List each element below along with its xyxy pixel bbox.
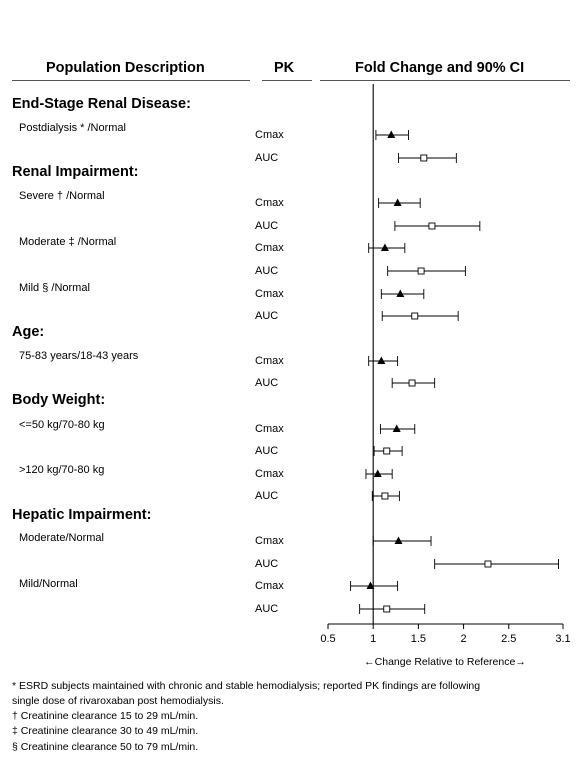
- footnote: ‡ Creatinine clearance 30 to 49 mL/min.: [12, 725, 199, 737]
- subgroup-age: 75-83 years/18-43 years: [19, 350, 139, 362]
- cmax-marker: [377, 356, 386, 364]
- header-rule-fold: [320, 80, 570, 81]
- x-tick-label: 1.5: [411, 633, 426, 645]
- pk-label: Cmax: [255, 355, 284, 367]
- pk-label: Cmax: [255, 242, 284, 254]
- category-esrd: End-Stage Renal Disease:: [12, 96, 191, 112]
- auc-marker: [411, 312, 419, 320]
- footnote: † Creatinine clearance 15 to 29 mL/min.: [12, 710, 199, 722]
- category-body-weight: Body Weight:: [12, 392, 106, 408]
- x-tick-label: 2.5: [501, 633, 516, 645]
- pk-label: Cmax: [255, 197, 284, 209]
- cmax-marker: [387, 130, 396, 138]
- category-renal-impairment: Renal Impairment:: [12, 164, 139, 180]
- cmax-marker: [393, 198, 402, 206]
- forest-plot: 0.5 1 1.5 2 2.5 3.1 ←Change Relative to Refere…: [320, 84, 571, 668]
- header-pk: PK: [274, 60, 295, 76]
- pk-label: AUC: [255, 490, 279, 502]
- category-age: Age:: [12, 324, 45, 340]
- footnote: § Creatinine clearance 50 to 79 mL/min.: [12, 741, 199, 753]
- pk-label: AUC: [255, 603, 279, 615]
- pk-label: AUC: [255, 310, 279, 322]
- auc-marker: [417, 267, 425, 275]
- x-tick-label: 2: [461, 633, 467, 645]
- pk-label: Cmax: [255, 288, 284, 300]
- auc-marker: [420, 154, 428, 162]
- cmax-marker: [380, 243, 389, 251]
- auc-marker: [428, 222, 436, 230]
- pk-label: Cmax: [255, 129, 284, 141]
- subgroup-high-weight: >120 kg/70-80 kg: [19, 464, 105, 476]
- pk-label: AUC: [255, 220, 279, 232]
- x-tick-label: 3.1: [555, 633, 570, 645]
- cmax-marker: [392, 424, 401, 432]
- category-hepatic-impairment: Hepatic Impairment:: [12, 507, 152, 523]
- pk-label: AUC: [255, 152, 279, 164]
- pk-label: AUC: [255, 445, 279, 457]
- header-rule-pk: [262, 80, 312, 81]
- footnote: single dose of rivaroxaban post hemodial…: [12, 695, 224, 707]
- cmax-marker: [394, 536, 403, 544]
- subgroup-moderate-hepatic: Moderate/Normal: [19, 532, 104, 544]
- footnote: * ESRD subjects maintained with chronic …: [12, 680, 481, 692]
- subgroup-moderate-renal: Moderate ‡ /Normal: [19, 236, 117, 248]
- subgroup-mild-hepatic: Mild/Normal: [19, 578, 78, 590]
- cmax-marker: [396, 289, 405, 297]
- auc-marker: [408, 379, 416, 387]
- pk-label: AUC: [255, 265, 279, 277]
- auc-marker: [383, 447, 391, 455]
- header-rule-population: [12, 80, 250, 81]
- subgroup-mild-renal: Mild § /Normal: [19, 282, 90, 294]
- pk-label: Cmax: [255, 580, 284, 592]
- pk-label: Cmax: [255, 468, 284, 480]
- header-population: Population Description: [46, 60, 205, 76]
- header-fold-change: Fold Change and 90% CI: [355, 60, 525, 76]
- pk-label: AUC: [255, 377, 279, 389]
- auc-marker: [383, 605, 391, 613]
- subgroup-postdialysis: Postdialysis * /Normal: [19, 122, 126, 134]
- x-axis-label: ←Change Relative to Reference→: [364, 656, 526, 668]
- auc-marker: [381, 492, 389, 500]
- x-tick-label: 1: [370, 633, 376, 645]
- subgroup-severe: Severe † /Normal: [19, 190, 105, 202]
- pk-label: Cmax: [255, 535, 284, 547]
- subgroup-low-weight: <=50 kg/70-80 kg: [19, 419, 105, 431]
- auc-marker: [484, 560, 492, 568]
- pk-label: AUC: [255, 558, 279, 570]
- cmax-marker: [373, 469, 382, 477]
- pk-label: Cmax: [255, 423, 284, 435]
- x-tick-label: 0.5: [320, 633, 335, 645]
- cmax-marker: [366, 581, 375, 589]
